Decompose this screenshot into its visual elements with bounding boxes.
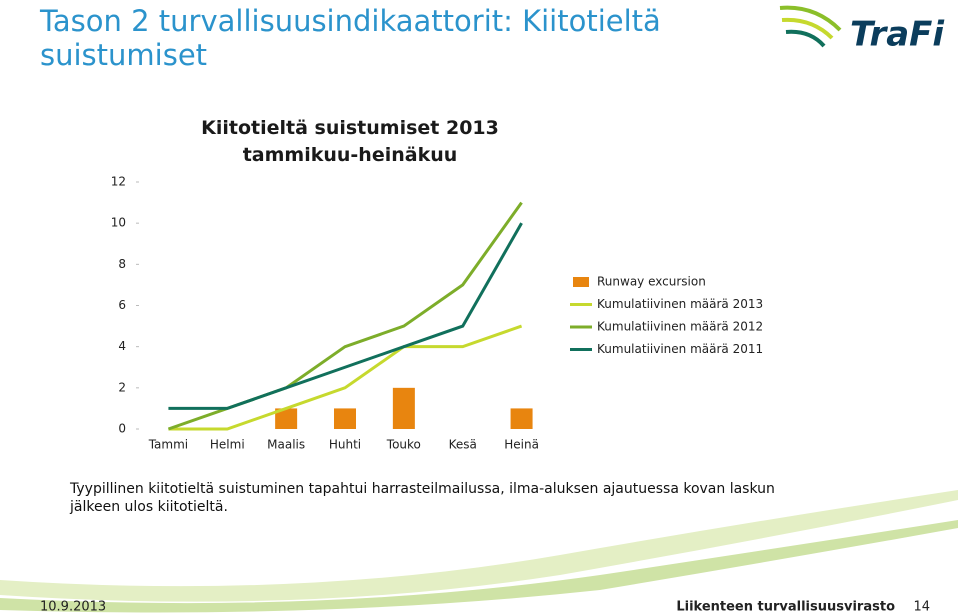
slide-title: Tason 2 turvallisuusindikaattorit: Kiito… xyxy=(40,4,661,72)
swoosh xyxy=(0,490,958,602)
legend-label: Runway excursion xyxy=(597,275,706,289)
chart-title: Kiitotieltä suistumiset 2013 tammikuu-he… xyxy=(201,117,499,166)
x-tick-label: Heinä xyxy=(504,438,539,452)
x-tick-label: Touko xyxy=(386,438,421,452)
legend-label: Kumulatiivinen määrä 2012 xyxy=(597,320,763,334)
swoosh xyxy=(0,520,958,613)
x-tick-label: Kesä xyxy=(449,438,477,452)
bar xyxy=(275,408,298,429)
logo-mark xyxy=(779,5,842,48)
x-tick-label: Tammi xyxy=(148,438,188,452)
x-tick-label: Huhti xyxy=(329,438,361,452)
y-tick-label: 6 xyxy=(118,298,126,312)
bar xyxy=(334,408,356,429)
bar xyxy=(392,387,415,429)
line xyxy=(168,222,523,410)
y-tick-label: 0 xyxy=(118,422,126,436)
y-tick-label: 8 xyxy=(118,257,126,271)
x-tick-label: Helmi xyxy=(210,438,245,452)
body-text: Tyypillinen kiitotieltä suistuminen tapa… xyxy=(70,481,775,515)
line xyxy=(168,324,523,431)
y-tick-label: 10 xyxy=(111,216,126,230)
logo-text: TraFi xyxy=(850,15,945,55)
legend-label: Kumulatiivinen määrä 2013 xyxy=(597,297,763,311)
y-tick-label: 12 xyxy=(111,175,126,189)
bar xyxy=(510,408,533,429)
page-number: 14 xyxy=(913,600,930,615)
footer-date: 10.9.2013 xyxy=(40,600,106,615)
legend-swatch xyxy=(573,277,589,287)
y-tick-label: 2 xyxy=(118,380,126,394)
y-tick-label: 4 xyxy=(118,339,126,353)
legend-label: Kumulatiivinen määrä 2011 xyxy=(597,342,763,356)
x-tick-label: Maalis xyxy=(267,438,305,452)
footer-org: Liikenteen turvallisuusvirasto xyxy=(676,600,895,615)
